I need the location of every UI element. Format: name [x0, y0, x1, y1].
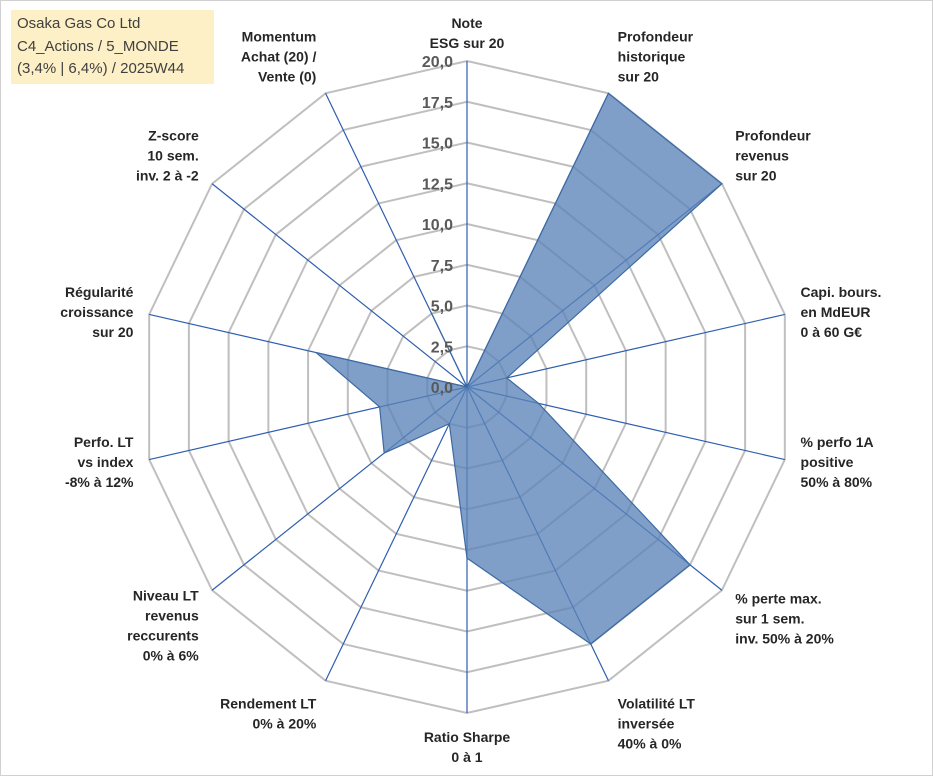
tick-label: 0,0	[431, 380, 453, 397]
axis-label: Perfo. LT vs index -8% à 12%	[65, 434, 134, 490]
axis-label: Volatilité LT inversée 40% à 0%	[618, 696, 696, 752]
axis-label-line: Note	[451, 15, 482, 31]
axis-label: Capi. bours. en MdEUR 0 à 60 G€	[801, 284, 882, 340]
axis-label-line: ESG sur 20	[430, 35, 505, 51]
axis-label-line: -8% à 12%	[65, 474, 134, 490]
axis-label-line: Perfo. LT	[74, 434, 134, 450]
axis-label-line: 0% à 6%	[143, 648, 200, 664]
axis-label-line: en MdEUR	[801, 304, 871, 320]
axis-label-line: sur 20	[735, 167, 776, 183]
axis-label-line: Capi. bours.	[801, 284, 882, 300]
axis-label-line: historique	[618, 48, 686, 64]
axis-label-line: Momentum	[242, 28, 317, 44]
axis-label: Profondeur revenus sur 20	[735, 127, 811, 183]
data-series-area	[315, 92, 723, 645]
axis-label-line: inversée	[618, 716, 675, 732]
axis-label-line: inv. 2 à -2	[136, 167, 199, 183]
axis-label-line: 50% à 80%	[801, 474, 873, 490]
tick-label: 15,0	[422, 136, 453, 153]
tick-label: 17,5	[422, 95, 453, 112]
axis-spoke	[466, 313, 785, 388]
axis-label-line: % perte max.	[735, 591, 821, 607]
axis-label-line: 0 à 60 G€	[801, 324, 863, 340]
company-name: Osaka Gas Co Ltd	[17, 15, 141, 32]
axis-label: Régularité croissance sur 20	[60, 284, 133, 340]
axis-label-line: revenus	[735, 147, 789, 163]
axis-label-line: % perfo 1A	[801, 434, 874, 450]
period-label: (3,4% | 6,4%) / 2025W44	[17, 60, 185, 77]
axis-label-line: inv. 50% à 20%	[735, 631, 834, 647]
tick-label: 12,5	[422, 176, 453, 193]
axis-label: Ratio Sharpe 0 à 1	[424, 729, 511, 765]
data-points	[315, 93, 722, 645]
radial-tick-labels: 0,0 2,5 5,0 7,5 10,0 12,5 15,0 17,5 20,0	[422, 54, 453, 397]
axis-label: Momentum Achat (20) / Vente (0)	[241, 28, 317, 84]
axis-label: Note ESG sur 20	[430, 15, 505, 51]
axis-label-line: Achat (20) /	[241, 48, 317, 64]
axis-label-line: vs index	[77, 454, 133, 470]
axis-label-line: Régularité	[65, 284, 134, 300]
axis-label: Niveau LT revenus reccurents 0% à 6%	[127, 588, 199, 664]
axis-label-line: reccurents	[127, 628, 199, 644]
axis-label-line: 0 à 1	[451, 749, 482, 765]
axis-labels: Note ESG sur 20 Profondeur historique sur 20…	[60, 15, 881, 765]
axis-label-line: 10 sem.	[147, 147, 198, 163]
axis-label-line: Profondeur	[735, 127, 811, 143]
axis-label-line: Ratio Sharpe	[424, 729, 511, 745]
tick-label: 10,0	[422, 217, 453, 234]
axis-label-line: 0% à 20%	[253, 716, 317, 732]
axis-label-line: croissance	[60, 304, 133, 320]
info-box: Osaka Gas Co Ltd C4_Actions / 5_MONDE (3…	[11, 10, 214, 84]
axis-spoke	[211, 183, 468, 388]
tick-label: 5,0	[431, 299, 453, 316]
axis-label: % perfo 1A positive 50% à 80%	[801, 434, 874, 490]
axis-label-line: 40% à 0%	[618, 736, 682, 752]
axis-label: Profondeur historique sur 20	[618, 28, 694, 84]
portfolio-label: C4_Actions / 5_MONDE	[17, 37, 179, 55]
axis-label-line: Niveau LT	[133, 588, 199, 604]
axis-label-line: revenus	[145, 608, 199, 624]
tick-label: 20,0	[422, 54, 453, 71]
axis-label-line: positive	[801, 454, 854, 470]
axis-label-line: Z-score	[148, 127, 199, 143]
axis-label-line: sur 20	[618, 68, 659, 84]
tick-label: 2,5	[431, 339, 453, 356]
axis-label-line: sur 1 sem.	[735, 611, 804, 627]
axis-label: % perte max. sur 1 sem. inv. 50% à 20%	[735, 591, 834, 647]
tick-label: 7,5	[431, 258, 453, 275]
axis-label-line: Profondeur	[618, 28, 694, 44]
axis-label-line: Vente (0)	[258, 68, 316, 84]
axis-label-line: sur 20	[92, 324, 133, 340]
axis-label: Rendement LT 0% à 20%	[220, 696, 317, 732]
axis-spoke	[325, 386, 468, 681]
axis-label-line: Volatilité LT	[618, 696, 696, 712]
axis-label-line: Rendement LT	[220, 696, 317, 712]
axis-label: Z-score 10 sem. inv. 2 à -2	[136, 127, 199, 183]
